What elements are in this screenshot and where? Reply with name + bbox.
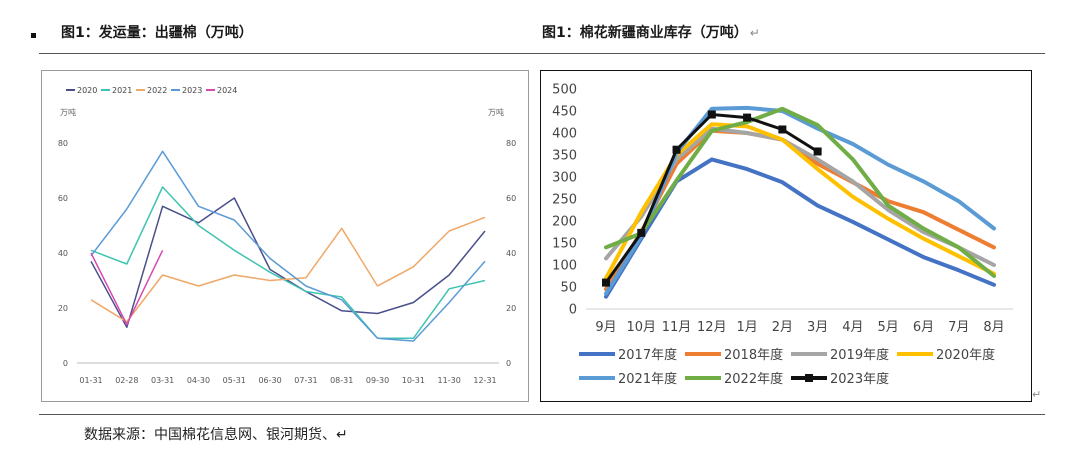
x-tick-label: 11-30 xyxy=(438,376,461,385)
y-tick-label: 400 xyxy=(552,127,577,142)
series-line-2020 xyxy=(90,197,486,329)
y-tick-label: 200 xyxy=(552,215,577,230)
list-bullet xyxy=(31,33,36,38)
legend-label-2022: 2022 xyxy=(147,86,167,95)
right-y-tick-label: 20 xyxy=(506,304,516,313)
inventory-chart: 0 50 100 150 200 250 300 350 400 450 500 9月 10月 11月 12… xyxy=(552,83,1013,387)
x-tick-label: 8月 xyxy=(983,320,1004,335)
data-point-2023年度 xyxy=(707,110,716,119)
x-tick-label: 07-31 xyxy=(294,376,317,385)
right-y-tick-label: 40 xyxy=(506,249,516,258)
x-tick-label: 05-31 xyxy=(223,376,246,385)
legend-label-2021年度: 2021年度 xyxy=(618,371,677,387)
legend-label-2022年度: 2022年度 xyxy=(724,371,783,387)
x-tick-label: 09-30 xyxy=(366,376,389,385)
series-line-2022年度 xyxy=(604,106,996,278)
series-line-2023 xyxy=(90,150,486,342)
x-tick-label: 9月 xyxy=(595,320,616,335)
x-tick-label: 4月 xyxy=(842,320,863,335)
y-tick-label: 50 xyxy=(560,281,577,296)
inventory-chart-panel: 0 50 100 150 200 250 300 350 400 450 500 9月 10月 11月 12… xyxy=(540,70,1032,402)
left-y-tick-label: 60 xyxy=(58,194,68,203)
series-line-2024 xyxy=(90,249,164,326)
legend-label-2020: 2020 xyxy=(77,86,97,95)
x-tick-label: 6月 xyxy=(913,320,934,335)
x-tick-label: 2月 xyxy=(772,320,793,335)
paragraph-mark: ↵ xyxy=(749,26,760,40)
left-y-tick-label: 20 xyxy=(58,304,68,313)
top-divider xyxy=(39,53,1045,54)
y-tick-label: 100 xyxy=(552,259,577,274)
y-tick-label: 350 xyxy=(552,149,577,164)
x-tick-label: 04-30 xyxy=(187,376,210,385)
y-tick-label: 450 xyxy=(552,105,577,120)
x-tick-label: 10-31 xyxy=(402,376,425,385)
x-tick-label: 5月 xyxy=(878,320,899,335)
data-point-2023年度 xyxy=(813,147,822,156)
left-y-tick-label: 80 xyxy=(58,139,68,148)
x-tick-label: 1月 xyxy=(736,320,757,335)
x-tick-label: 01-31 xyxy=(79,376,102,385)
legend-label-2023: 2023 xyxy=(182,86,202,95)
data-point-2023年度 xyxy=(672,145,681,154)
data-point-2023年度 xyxy=(743,113,752,122)
x-tick-label: 12-31 xyxy=(473,376,496,385)
x-tick-label: 12月 xyxy=(697,320,727,335)
data-source-note: 数据来源：中国棉花信息网、银河期货、↵ xyxy=(84,427,348,443)
figure1-caption: 图1：发运量：出疆棉（万吨） xyxy=(61,25,253,41)
legend-marker-2023年度 xyxy=(805,374,813,382)
data-point-2023年度 xyxy=(637,228,646,237)
data-point-2023年度 xyxy=(778,125,787,134)
x-tick-label: 08-31 xyxy=(330,376,353,385)
series-line-2022 xyxy=(90,216,486,323)
right-y-tick-label: 60 xyxy=(506,194,516,203)
figure2-caption: 图1：棉花新疆商业库存（万吨） ↵ xyxy=(542,25,760,41)
y-tick-label: 500 xyxy=(552,83,577,98)
x-tick-label: 3月 xyxy=(807,320,828,335)
legend-label-2023年度: 2023年度 xyxy=(830,371,889,387)
x-tick-label: 10月 xyxy=(626,320,656,335)
data-point-2023年度 xyxy=(602,278,610,287)
paragraph-mark: ↵ xyxy=(1032,388,1042,401)
y-tick-label: 250 xyxy=(552,193,577,208)
y-tick-label: 300 xyxy=(552,171,577,186)
shipment-chart-panel: 2020 2021 2022 2023 2024 万吨 万吨 0 0 20 20 40 40 60 60 80… xyxy=(41,70,529,402)
x-tick-label: 11月 xyxy=(662,320,692,335)
right-y-tick-label: 80 xyxy=(506,139,516,148)
x-tick-label: 02-28 xyxy=(115,376,138,385)
bottom-divider xyxy=(39,414,1045,415)
legend-label-2024: 2024 xyxy=(217,86,237,95)
x-tick-label: 06-30 xyxy=(258,376,281,385)
x-tick-label: 03-31 xyxy=(151,376,174,385)
x-tick-label: 7月 xyxy=(948,320,969,335)
legend-label-2020年度: 2020年度 xyxy=(936,347,995,363)
right-unit-label: 万吨 xyxy=(488,107,504,117)
legend-label-2017年度: 2017年度 xyxy=(618,347,677,363)
legend-label-2019年度: 2019年度 xyxy=(830,347,889,363)
y-tick-label: 0 xyxy=(569,303,577,318)
left-y-tick-label: 0 xyxy=(63,359,68,368)
legend-label-2018年度: 2018年度 xyxy=(724,347,783,363)
left-unit-label: 万吨 xyxy=(60,107,76,117)
y-tick-label: 150 xyxy=(552,237,577,252)
legend-label-2021: 2021 xyxy=(112,86,132,95)
series-line-2021 xyxy=(90,186,486,340)
right-y-tick-label: 0 xyxy=(506,359,511,368)
left-y-tick-label: 40 xyxy=(58,249,68,258)
